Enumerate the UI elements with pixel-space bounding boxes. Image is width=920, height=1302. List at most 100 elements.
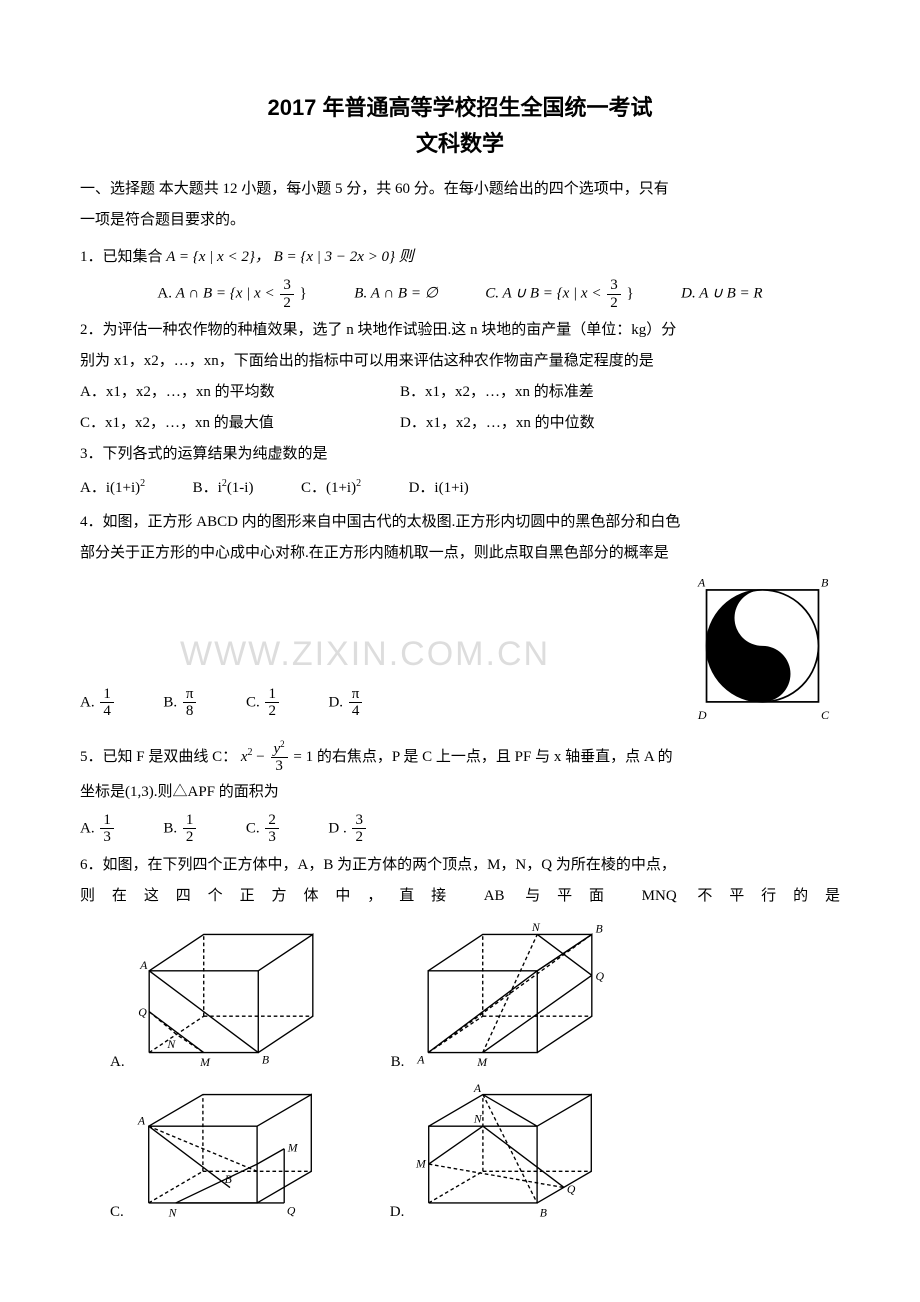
- q5-b: 坐标是(1,3).则△APF 的面积为: [80, 779, 840, 806]
- svg-text:A: A: [417, 1052, 426, 1066]
- page-subtitle: 文科数学: [80, 126, 840, 158]
- q6-a: 6．如图，在下列四个正方体中，A，B 为正方体的两个顶点，M，N，Q 为所在棱的…: [80, 852, 840, 879]
- svg-text:A: A: [697, 575, 706, 589]
- q5-optD: D .: [328, 820, 346, 836]
- frac-den: 8: [183, 703, 197, 720]
- svg-text:Q: Q: [287, 1204, 296, 1217]
- frac-den: 2: [183, 829, 197, 846]
- cube-A: A.: [110, 916, 331, 1071]
- svg-text:D: D: [697, 708, 707, 722]
- q3: 3．下列各式的运算结果为纯虚数的是: [80, 441, 840, 468]
- q4-opts: A. 14 B. π8 C. 12 D. π4: [80, 686, 675, 720]
- q3-optB: B．i: [193, 480, 222, 496]
- section-intro-b: 一项是符合题目要求的。: [80, 207, 840, 234]
- q2-optB: B．x1，x2，…，xn 的标准差: [400, 379, 594, 406]
- lbl-D: D.: [390, 1204, 405, 1221]
- svg-text:Q: Q: [567, 1183, 576, 1196]
- svg-text:B: B: [596, 921, 603, 935]
- q2-optA: A．x1，x2，…，xn 的平均数: [80, 379, 400, 406]
- q1-options: A. A ∩ B = {x | x < 32 } B. A ∩ B = ∅ C.…: [80, 277, 840, 311]
- q3-optA: A．i(1+i): [80, 480, 140, 496]
- svg-text:A: A: [473, 1081, 482, 1094]
- frac-den: 2: [280, 295, 294, 312]
- taiji-figure: A B D C: [685, 571, 840, 726]
- svg-text:C: C: [821, 708, 830, 722]
- q3-optC: C．(1+i): [301, 480, 356, 496]
- q3-optD: D．i(1+i): [409, 480, 469, 496]
- q4-a: 4．如图，正方形 ABCD 内的图形来自中国古代的太极图.正方形内切圆中的黑色部…: [80, 509, 840, 536]
- svg-text:Q: Q: [596, 968, 605, 982]
- q1-optB: B. A ∩ B = ∅: [354, 285, 437, 301]
- svg-text:M: M: [415, 1157, 427, 1170]
- q2-opts-row1: A．x1，x2，…，xn 的平均数 B．x1，x2，…，xn 的标准差: [80, 379, 840, 406]
- q2-optC: C．x1，x2，…，xn 的最大值: [80, 410, 400, 437]
- q1-optA-mid: A ∩ B = {x | x <: [176, 285, 275, 301]
- frac-num: y2: [271, 740, 288, 759]
- frac-num: 2: [265, 812, 279, 830]
- q2-opts-row2: C．x1，x2，…，xn 的最大值 D．x1，x2，…，xn 的中位数: [80, 410, 840, 437]
- frac-den: 2: [352, 829, 366, 846]
- q4-optB: B.: [163, 694, 177, 710]
- frac-num: π: [183, 686, 197, 704]
- lbl-C: C.: [110, 1204, 124, 1221]
- frac-num: 1: [100, 812, 114, 830]
- page-title: 2017 年普通高等学校招生全国统一考试: [80, 90, 840, 122]
- q5-a: 5．已知 F 是双曲线 C： x2 − y23 = 1 的右焦点，P 是 C 上…: [80, 740, 840, 775]
- q1-stem: 1．已知集合: [80, 249, 163, 265]
- svg-text:B: B: [821, 575, 829, 589]
- q5-opts: A. 13 B. 12 C. 23 D . 32: [80, 812, 840, 846]
- q2-b: 别为 x1，x2，…，xn，下面给出的指标中可以用来评估这种农作物亩产量稳定程度…: [80, 348, 840, 375]
- q5-optB: B.: [163, 820, 177, 836]
- svg-text:A: A: [139, 957, 148, 971]
- cube-D: D.: [390, 1081, 611, 1221]
- q1-optC-post: }: [626, 285, 633, 301]
- q5-optA: A.: [80, 820, 95, 836]
- svg-text:M: M: [199, 1055, 211, 1069]
- svg-text:N: N: [166, 1037, 176, 1051]
- section-intro-a: 一、选择题 本大题共 12 小题，每小题 5 分，共 60 分。在每小题给出的四…: [80, 176, 840, 203]
- svg-text:B: B: [540, 1206, 547, 1219]
- cube-B: B.: [391, 916, 611, 1071]
- q1-optA-pre: A.: [157, 285, 175, 301]
- frac-num: 3: [280, 277, 294, 295]
- q3-optB2: (1-i): [227, 480, 254, 496]
- q4-optD: D.: [328, 694, 343, 710]
- q1-setB: B = {x | 3 − 2x > 0} 则: [274, 249, 414, 265]
- svg-text:N: N: [531, 919, 541, 933]
- svg-text:N: N: [473, 1112, 483, 1125]
- q2-a: 2．为评估一种农作物的种植效果，选了 n 块地作试验田.这 n 块地的亩产量（单…: [80, 317, 840, 344]
- q1: 1．已知集合 A = {x | x < 2}， B = {x | 3 − 2x …: [80, 244, 840, 271]
- cube-C: C.: [110, 1081, 330, 1221]
- q1-setA: A = {x | x < 2}，: [166, 249, 270, 265]
- q1-optD: D. A ∪ B = R: [681, 285, 762, 301]
- svg-text:A: A: [137, 1114, 146, 1127]
- frac-num: π: [349, 686, 363, 704]
- frac-den: 2: [265, 703, 279, 720]
- frac-den: 4: [100, 703, 114, 720]
- q5-optC: C.: [246, 820, 260, 836]
- frac-num: 3: [352, 812, 366, 830]
- svg-text:M: M: [477, 1055, 489, 1069]
- frac-den: 3: [265, 829, 279, 846]
- svg-text:M: M: [287, 1141, 299, 1154]
- frac-num: 1: [265, 686, 279, 704]
- q4-optA: A.: [80, 694, 95, 710]
- frac-den: 2: [607, 295, 621, 312]
- svg-text:N: N: [167, 1206, 177, 1219]
- frac-den: 4: [349, 703, 363, 720]
- frac-num: 3: [607, 277, 621, 295]
- svg-text:B: B: [224, 1173, 231, 1186]
- q4-b: 部分关于正方形的中心成中心对称.在正方形内随机取一点，则此点取自黑色部分的概率是: [80, 540, 840, 567]
- q4-optC: C.: [246, 694, 260, 710]
- lbl-A: A.: [110, 1054, 125, 1071]
- q1-optA-post: }: [300, 285, 307, 301]
- lbl-B: B.: [391, 1054, 405, 1071]
- q2-optD: D．x1，x2，…，xn 的中位数: [400, 410, 595, 437]
- frac-den: 3: [271, 758, 288, 775]
- svg-text:Q: Q: [138, 1005, 147, 1019]
- frac-num: 1: [100, 686, 114, 704]
- frac-den: 3: [100, 829, 114, 846]
- q5-x2: x: [241, 748, 248, 764]
- frac-num: 1: [183, 812, 197, 830]
- q5-a-mid: = 1 的右焦点，P 是 C 上一点，且 PF 与 x 轴垂直，点 A 的: [293, 748, 672, 764]
